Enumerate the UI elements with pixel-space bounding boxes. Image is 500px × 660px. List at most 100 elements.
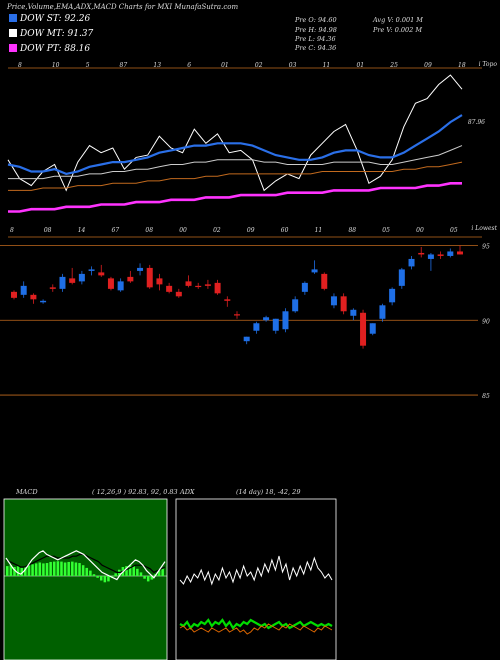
macd-histogram-bar [107, 576, 110, 582]
ema-bottom-tick-label: 05 [382, 227, 390, 234]
macd-histogram-bar [96, 576, 99, 578]
ema-bottom-tick-label: 88 [348, 227, 356, 234]
pre-close: Pre C: 94.36 [295, 44, 337, 52]
candle-body [389, 288, 396, 303]
ema-top-tick-label: 87 [120, 62, 128, 69]
macd-histogram-bar [24, 567, 27, 576]
adx-line-di_minus [179, 623, 333, 635]
candle-body [69, 278, 76, 283]
macd-title: MACD [16, 488, 38, 496]
candle-body [117, 281, 124, 291]
pre-high: Pre H: 94.98 [295, 26, 337, 34]
legend-swatch-mt [9, 29, 17, 37]
adx-line-di_plus [179, 618, 333, 630]
adx-params: (14 day) 18, -42, 29 [236, 488, 301, 496]
macd-histogram-bar [16, 566, 20, 576]
ema-bottom-tick-label: 67 [112, 227, 120, 234]
candle-body [146, 267, 153, 288]
candle-body [78, 273, 85, 282]
candle-body [166, 285, 173, 292]
candle-body [330, 296, 337, 306]
ema-bottom-tick-label: 60 [281, 227, 289, 234]
candle-body [457, 251, 463, 255]
ema-bottom-tick-label: 8 [10, 227, 14, 234]
candle-body [253, 323, 260, 331]
macd-histogram-bar [63, 562, 67, 576]
macd-histogram-bar [20, 567, 23, 576]
candle-body [40, 300, 47, 303]
ema-top-tick-label: 11 [323, 62, 331, 69]
candle-body [107, 278, 114, 289]
candle-body [263, 317, 270, 321]
ema-top-tick-label: 6 [187, 62, 191, 69]
macd-histogram-bar [34, 563, 38, 576]
candle-body [282, 311, 289, 330]
ema-top-tick-label: 8 [18, 62, 22, 69]
legend-dow-st: DOW ST: 92.26 [9, 14, 90, 24]
macd-histogram-bar [27, 565, 31, 576]
macd-params: ( 12,26,9 ) 92.83, 92, 0.83 [92, 488, 178, 496]
candle-body [49, 287, 56, 289]
candle-body [350, 309, 357, 316]
ema-top-tick-label: 18 [458, 62, 466, 69]
ema-last-value-label: 87.96 [468, 119, 485, 126]
candle-body [311, 269, 318, 273]
macd-histogram-bar [38, 562, 42, 576]
candle-body [427, 254, 434, 259]
candle-body [11, 291, 17, 298]
candle-body [204, 284, 211, 286]
ema-bottom-tick-label: 00 [416, 227, 424, 234]
ema-corner-label: i Topo [479, 61, 498, 68]
macd-histogram-bar [125, 566, 128, 576]
ema-top-tick-label: 09 [424, 62, 432, 69]
ema-bottom-tick-label: 11 [315, 227, 323, 234]
candle-body [340, 296, 347, 312]
candle-body [156, 278, 163, 285]
macd-histogram-bar [85, 567, 89, 576]
ema-top-tick-label: 25 [389, 62, 398, 69]
legend-label-st: DOW ST: 92.26 [20, 14, 91, 24]
legend-swatch-st [9, 14, 17, 22]
macd-histogram-bar [42, 563, 45, 576]
ema-top-tick-label: 5 [86, 62, 90, 69]
candle-body [447, 251, 454, 256]
ema-bottom-tick-label: 05 [450, 227, 458, 234]
candle-body [292, 299, 299, 312]
ema-top-tick-label: 10 [52, 62, 60, 69]
adx-panel-frame [175, 498, 337, 660]
macd-histogram-bar [56, 561, 60, 576]
macd-histogram-bar [74, 562, 78, 576]
price-tick-label: 95 [482, 243, 490, 250]
ema-bottom-tick-label: 09 [247, 227, 255, 234]
macd-histogram-bar [139, 572, 143, 576]
candle-body [243, 336, 250, 342]
legend-swatch-pt [9, 44, 17, 52]
pre-open: Pre O: 94.60 [295, 16, 337, 24]
candle-body [398, 269, 405, 286]
macd-histogram-bar [45, 563, 49, 576]
macd-histogram-bar [150, 576, 154, 580]
candle-body [272, 318, 279, 331]
candle-body [321, 273, 328, 289]
macd-histogram-bar [114, 573, 117, 576]
candle-body [195, 285, 202, 288]
candle-body [369, 323, 376, 334]
macd-histogram-bar [99, 576, 103, 581]
candle-body [185, 281, 192, 286]
candle-body [418, 252, 425, 255]
chart-title: Price,Volume,EMA,ADX,MACD Charts for MXI… [7, 3, 239, 11]
macd-histogram-bar [143, 576, 146, 579]
candle-body [127, 276, 134, 282]
ema-top-tick-label: 01 [221, 62, 229, 69]
candle-body [437, 254, 444, 256]
macd-histogram-bar [157, 570, 161, 576]
macd-histogram-bar [132, 566, 136, 576]
candle-body [379, 305, 386, 319]
pre-volume: Pre V: 0.002 M [373, 26, 423, 34]
legend-label-pt: DOW PT: 88.16 [20, 44, 91, 54]
ema-bottom-tick-label: 08 [44, 227, 52, 234]
candle-body [59, 276, 66, 289]
ema-top-tick-label: 13 [153, 62, 161, 69]
candle-body [88, 269, 95, 271]
